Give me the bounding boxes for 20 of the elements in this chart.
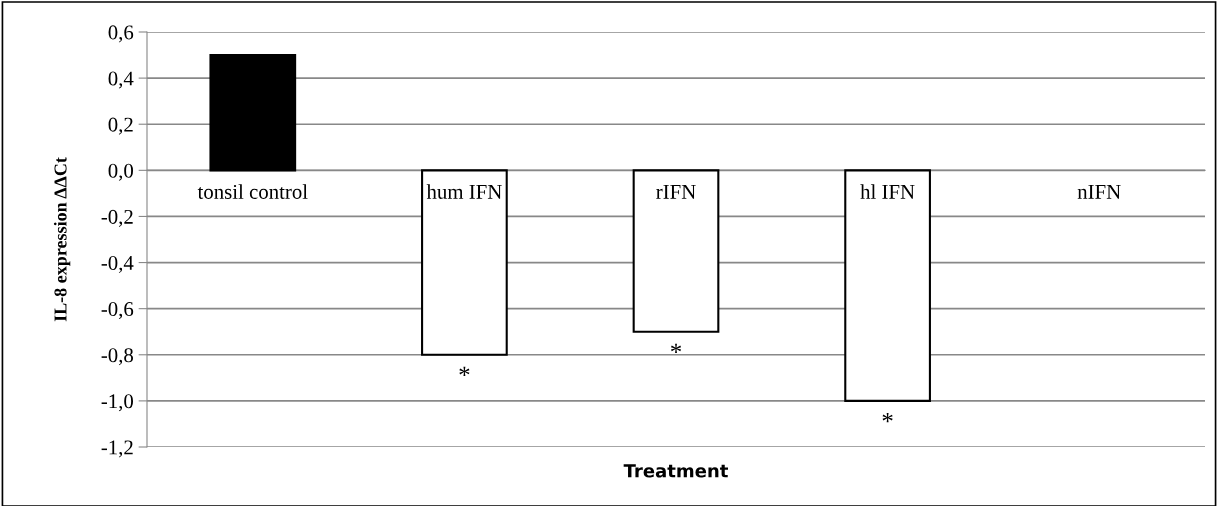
- x-axis-title: Treatment: [623, 464, 729, 478]
- y-tick-label: -0,2: [101, 209, 133, 227]
- x-tick-label: nIFN: [1077, 185, 1121, 199]
- y-tick-label: -1,0: [101, 394, 134, 412]
- y-tick-label: 0,0: [108, 163, 134, 181]
- y-tick-label: -1,2: [101, 440, 133, 458]
- x-tick-label: rIFN: [656, 185, 696, 199]
- annotation: *: [670, 343, 682, 353]
- y-tick-label: -0,4: [101, 255, 134, 273]
- y-tick-label: 0,4: [108, 71, 134, 89]
- y-tick-label: 0,2: [108, 117, 133, 135]
- x-tick-label: hum IFN: [426, 184, 502, 199]
- y-tick-label: 0,6: [108, 25, 134, 43]
- x-tick-label: hl IFN: [860, 184, 915, 199]
- annotation: *: [882, 412, 893, 423]
- annotation: *: [459, 366, 470, 377]
- y-tick-label: -0,8: [101, 348, 134, 366]
- y-tick-label: -0,6: [101, 302, 134, 320]
- y-axis-title: IL-8 expression ΔΔCt: [53, 157, 71, 322]
- x-tick-label: tonsil control: [197, 184, 308, 199]
